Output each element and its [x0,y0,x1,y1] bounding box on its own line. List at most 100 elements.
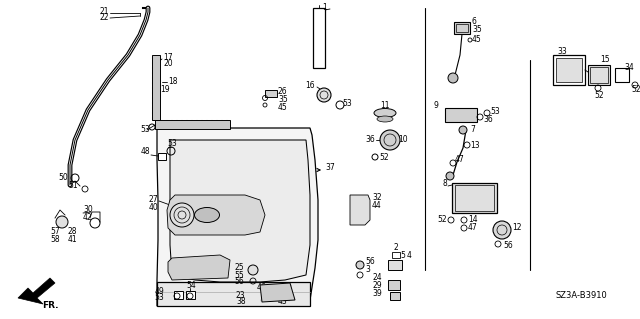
Text: 43: 43 [278,298,288,307]
Text: 50: 50 [58,174,68,182]
Text: SZ3A-B3910: SZ3A-B3910 [555,291,607,300]
Bar [556,58,582,82]
Text: 56: 56 [365,257,375,266]
Text: 18: 18 [168,78,177,86]
Text: 26: 26 [278,86,287,95]
Bar [388,280,400,290]
Text: 52: 52 [437,216,447,225]
Bar [390,292,400,300]
Text: 2: 2 [394,243,399,253]
Text: 25: 25 [234,263,244,271]
Text: 35: 35 [278,94,288,103]
Polygon shape [170,140,310,282]
Text: 19: 19 [160,85,170,94]
Text: 21: 21 [100,8,109,17]
Text: 45: 45 [278,102,288,112]
Text: 16: 16 [305,80,315,90]
Bar [615,68,629,82]
Text: 20: 20 [163,60,173,69]
Text: 54: 54 [186,280,196,290]
Text: 57: 57 [50,227,60,236]
Text: 31: 31 [278,291,287,300]
Bar [186,291,195,299]
Circle shape [493,221,511,239]
Text: 47: 47 [468,224,477,233]
Circle shape [459,126,467,134]
Ellipse shape [374,108,396,117]
Circle shape [446,172,454,180]
Ellipse shape [377,116,393,122]
Text: 56: 56 [234,278,244,286]
Text: 58: 58 [50,235,60,244]
Circle shape [380,130,400,150]
Text: 10: 10 [398,136,408,145]
Text: 47: 47 [455,155,465,165]
Text: 35: 35 [472,26,482,34]
Text: 34: 34 [624,63,634,72]
Text: 52: 52 [379,152,388,161]
Text: 36: 36 [483,115,493,124]
Bar [590,67,608,83]
Text: 5: 5 [400,251,405,261]
Bar [158,153,166,160]
Text: 14: 14 [468,216,477,225]
Bar [553,55,585,85]
Bar [265,90,277,97]
Text: 39: 39 [372,288,382,298]
Text: 4: 4 [407,251,412,261]
Text: 12: 12 [512,224,522,233]
Text: 9: 9 [433,101,438,110]
Text: 49: 49 [154,286,164,295]
Bar [388,260,402,270]
Text: 53: 53 [140,125,150,135]
Text: 46: 46 [257,284,267,293]
Polygon shape [168,255,230,280]
Polygon shape [157,128,318,306]
Ellipse shape [195,207,220,222]
Bar [452,183,497,213]
Text: 30: 30 [83,205,93,214]
Text: 37: 37 [325,164,335,173]
Circle shape [317,88,331,102]
Text: 11: 11 [380,100,390,109]
Circle shape [248,265,258,275]
Polygon shape [167,195,265,235]
Text: 6: 6 [472,18,477,26]
Bar [155,120,230,129]
Circle shape [56,216,68,228]
Text: FR.: FR. [42,301,58,310]
Text: 53: 53 [342,99,352,108]
Circle shape [356,261,364,269]
Text: 24: 24 [372,273,382,283]
Polygon shape [260,283,295,302]
Polygon shape [18,278,55,304]
Polygon shape [350,195,370,225]
Text: 44: 44 [372,202,381,211]
Text: 53: 53 [490,108,500,116]
Text: 32: 32 [372,194,381,203]
Bar [152,55,160,120]
Text: 53: 53 [167,138,177,147]
Text: 45: 45 [472,35,482,44]
Text: 28: 28 [68,227,77,236]
Polygon shape [157,282,310,306]
Text: 22: 22 [100,13,109,23]
Bar [455,185,494,211]
Bar [445,108,477,122]
Bar [313,8,325,68]
Text: 29: 29 [372,280,382,290]
Text: 40: 40 [148,203,158,211]
Circle shape [170,203,194,227]
Text: 55: 55 [234,271,244,279]
Text: 56: 56 [503,241,513,249]
Text: 33: 33 [557,48,567,56]
Text: 7: 7 [470,125,475,135]
Text: 48: 48 [140,147,150,157]
Bar [588,65,610,85]
Text: 17: 17 [163,53,173,62]
Bar [174,291,183,299]
Text: 42: 42 [83,213,93,222]
Text: 15: 15 [600,56,610,64]
Text: 23: 23 [236,291,246,300]
Text: 53: 53 [154,293,164,302]
